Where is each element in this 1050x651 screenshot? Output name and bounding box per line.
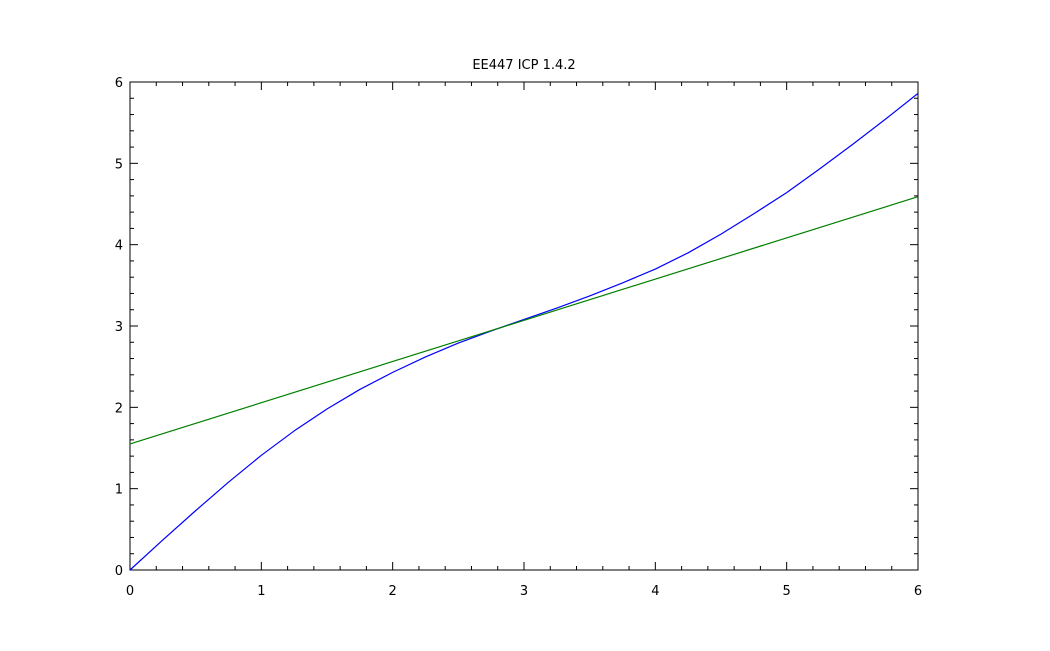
x-tick-label: 0 (126, 584, 134, 599)
x-tick-label: 4 (651, 584, 659, 599)
x-tick-label: 2 (389, 584, 397, 599)
axis-ticks (129, 81, 919, 571)
x-tick-label: 3 (520, 584, 528, 599)
chart-title: EE447 ICP 1.4.2 (472, 58, 575, 73)
y-tick-label: 3 (115, 320, 123, 335)
axis-tick-labels: 0 1 2 3 4 5 6 0 1 2 3 4 5 6 (115, 76, 922, 599)
y-tick-label: 0 (115, 564, 123, 579)
x-tick-label: 6 (914, 584, 922, 599)
y-tick-label: 2 (115, 401, 123, 416)
y-tick-label: 5 (115, 157, 123, 172)
series-line-1 (129, 196, 919, 445)
series-line-0 (129, 92, 919, 571)
series-layer (129, 92, 919, 571)
y-tick-label: 6 (115, 76, 123, 91)
plot-frame (129, 81, 919, 571)
y-tick-label: 1 (115, 483, 123, 498)
x-tick-label: 1 (257, 584, 265, 599)
x-tick-label: 5 (783, 584, 791, 599)
y-tick-label: 4 (115, 239, 123, 254)
